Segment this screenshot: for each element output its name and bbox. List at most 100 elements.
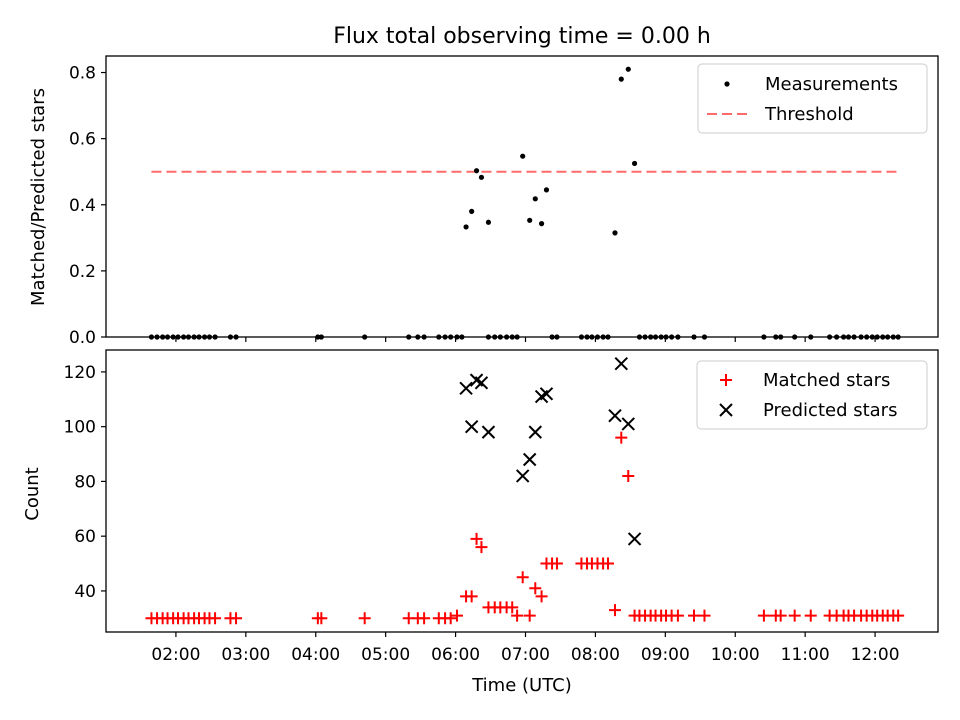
matched-stars-points: [145, 431, 905, 625]
x-tick-label: 12:00: [851, 645, 900, 665]
bottom-y-tick-label: 40: [74, 582, 96, 602]
matched-star-point: [698, 609, 711, 622]
measurement-point: [625, 66, 631, 72]
matched-star-point: [788, 609, 801, 622]
bottom-x-axis: 02:00 03:00 04:00 05:00 06:00 07:00 08:00 09:00…: [151, 632, 900, 665]
measurement-point: [469, 208, 475, 214]
predicted-star-point: [459, 381, 473, 396]
matched-star-point: [523, 609, 536, 622]
measurement-point: [618, 76, 624, 82]
predicted-star-point: [474, 376, 489, 390]
x-axis-label: Time (UTC): [471, 675, 572, 696]
measurement-point: [538, 221, 545, 227]
legend-predicted-label: Predicted stars: [763, 400, 897, 421]
bottom-panel: 40 60 80 100 120 02:00 03:00 04:00 05:00 06:00 07…: [22, 349, 939, 696]
legend-matched-marker: [720, 374, 732, 386]
chart-title: Flux total observing time = 0.00 h: [333, 24, 711, 49]
x-tick-label: 04:00: [291, 645, 340, 665]
matched-star-point: [506, 601, 519, 614]
predicted-star-point: [464, 419, 479, 434]
matched-star-point: [444, 612, 457, 625]
predicted-star-point: [614, 356, 628, 371]
predicted-star-point: [481, 425, 496, 439]
x-tick-label: 11:00: [781, 645, 830, 665]
x-tick-label: 08:00: [571, 645, 620, 665]
matched-star-point: [774, 609, 787, 622]
legend-matched-label: Matched stars: [763, 370, 890, 391]
top-y-tick-label: 0.2: [69, 262, 96, 282]
matched-star-point: [230, 612, 243, 625]
legend-measurements-label: Measurements: [765, 74, 898, 95]
matched-star-point: [358, 612, 371, 625]
top-y-tick-label: 0.0: [69, 328, 96, 348]
matched-star-point: [757, 609, 770, 622]
matched-star-point: [315, 612, 328, 625]
predicted-star-point: [528, 425, 542, 439]
matched-star-point: [450, 609, 463, 622]
top-y-tick-label: 0.4: [69, 196, 96, 216]
matched-star-point: [687, 609, 700, 622]
top-panel: 0.00.20.40.60.8 Matched/Predicted stars …: [28, 55, 939, 348]
matched-star-point: [615, 431, 628, 444]
predicted-star-point: [608, 409, 622, 423]
x-tick-label: 07:00: [501, 645, 550, 665]
top-y-axis-label: Matched/Predicted stars: [28, 88, 49, 306]
matched-star-point: [475, 541, 488, 554]
measurement-point: [485, 219, 492, 225]
matched-star-point: [465, 590, 478, 603]
bottom-y-tick-label: 120: [64, 363, 96, 383]
top-legend: Measurements Threshold: [697, 63, 928, 134]
bottom-plot-frame: [105, 349, 939, 633]
predicted-star-point: [621, 417, 635, 431]
measurement-point: [463, 224, 469, 230]
bottom-legend: Matched stars Predicted stars: [696, 360, 928, 430]
matched-star-point: [550, 557, 563, 570]
legend-predicted-marker: [719, 403, 733, 417]
bottom-legend-box: [696, 360, 928, 430]
measurement-point: [543, 187, 550, 193]
matched-star-point: [529, 582, 542, 595]
matched-star-point: [622, 469, 635, 482]
top-y-tick-label: 0.6: [69, 130, 96, 150]
x-tick-label: 09:00: [641, 645, 690, 665]
top-y-tick-label: 0.8: [69, 64, 96, 84]
x-tick-label: 06:00: [431, 645, 480, 665]
predicted-star-point: [539, 387, 554, 401]
top-x-ticks: [175, 337, 876, 342]
matched-star-point: [671, 609, 684, 622]
top-legend-box: [697, 63, 928, 134]
bottom-y-tick-label: 60: [74, 527, 96, 547]
legend-threshold-label: Threshold: [764, 104, 854, 125]
matched-star-point: [470, 532, 483, 545]
matched-star-point: [209, 612, 222, 625]
measurement-point: [473, 168, 480, 174]
predicted-stars-points: [459, 356, 642, 546]
bottom-y-axis-label: Count: [22, 467, 43, 520]
matched-star-point: [535, 590, 548, 603]
x-tick-label: 05:00: [361, 645, 410, 665]
matched-star-point: [418, 612, 431, 625]
bottom-y-axis: 40 60 80 100 120: [64, 363, 106, 602]
matched-star-point: [511, 609, 524, 622]
bottom-y-tick-label: 100: [64, 418, 96, 438]
bottom-y-tick-label: 80: [74, 472, 96, 492]
measurement-point: [631, 160, 638, 167]
predicted-star-point: [627, 532, 642, 546]
matched-star-point: [804, 609, 817, 622]
x-tick-label: 02:00: [151, 645, 200, 665]
measurement-point: [520, 153, 526, 159]
matched-star-point: [892, 609, 905, 622]
measurement-point: [527, 217, 533, 223]
legend-measurements-marker: [724, 81, 730, 87]
x-tick-label: 03:00: [221, 645, 270, 665]
matched-star-point: [516, 571, 529, 584]
predicted-star-point: [522, 452, 537, 467]
top-y-axis: 0.0 0.2 0.4 0.6 0.8: [69, 64, 106, 348]
measurement-point: [612, 230, 618, 236]
x-tick-label: 10:00: [711, 645, 760, 665]
matched-star-point: [608, 604, 621, 617]
measurement-point: [478, 174, 485, 180]
predicted-star-point: [515, 469, 530, 483]
top-plot-frame: [105, 55, 939, 338]
